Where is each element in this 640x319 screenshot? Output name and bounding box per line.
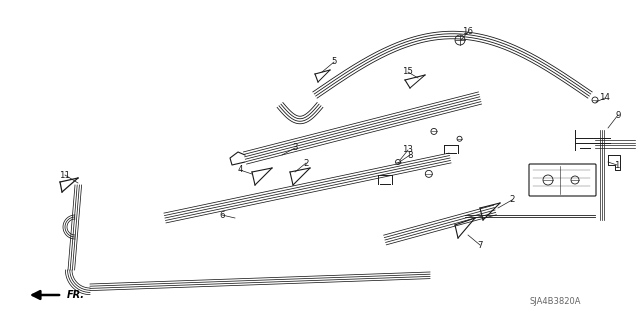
Text: FR.: FR. (67, 290, 85, 300)
Text: 8: 8 (407, 151, 413, 160)
Text: 13: 13 (403, 145, 413, 154)
Text: 6: 6 (220, 211, 225, 219)
Text: 9: 9 (615, 110, 621, 120)
Text: 2: 2 (303, 159, 308, 167)
Text: 14: 14 (600, 93, 611, 102)
Text: 15: 15 (403, 68, 413, 77)
Text: 2: 2 (509, 196, 515, 204)
Text: 7: 7 (477, 241, 483, 249)
Text: 4: 4 (237, 166, 243, 174)
Text: 3: 3 (292, 144, 298, 152)
Text: 11: 11 (60, 170, 70, 180)
Text: 5: 5 (332, 57, 337, 66)
Text: 16: 16 (463, 27, 474, 36)
Text: SJA4B3820A: SJA4B3820A (529, 298, 580, 307)
Text: 1: 1 (614, 160, 620, 169)
